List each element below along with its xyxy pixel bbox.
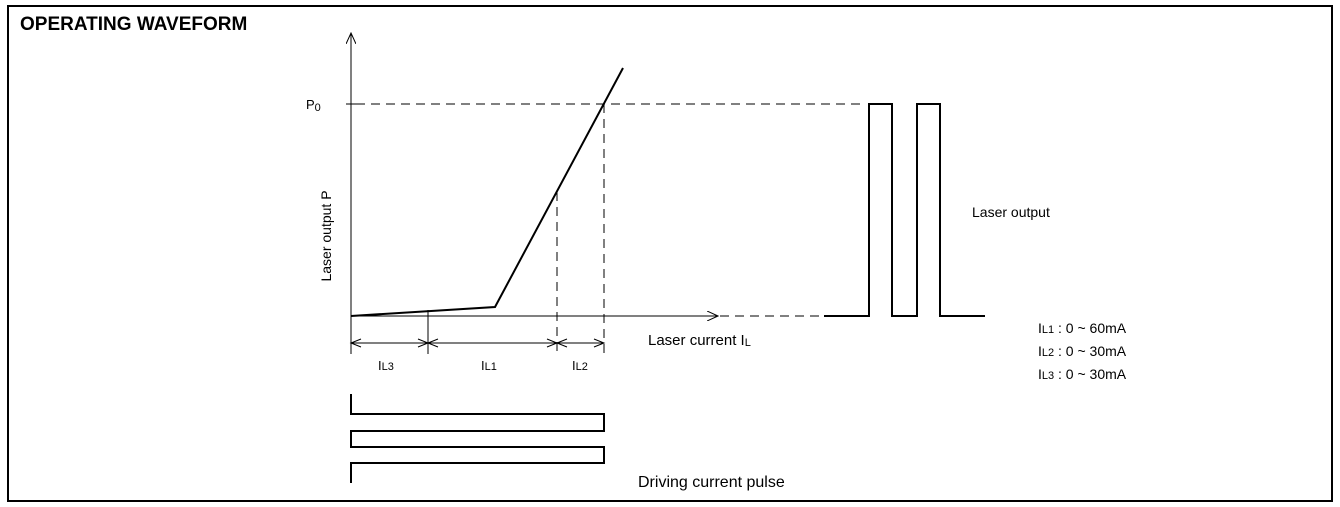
range-il1: IL1 : 0 ~ 60mA <box>1038 320 1127 336</box>
diagram-title: OPERATING WAVEFORM <box>20 14 248 35</box>
range-il2: IL2 : 0 ~ 30mA <box>1038 343 1127 359</box>
il3-dimension <box>349 338 430 348</box>
laser-output-label: Laser output <box>972 204 1050 220</box>
il2-label: IL2 <box>572 358 588 373</box>
range-il3: IL3 : 0 ~ 30mA <box>1038 366 1127 382</box>
il1-label: IL1 <box>481 358 497 373</box>
il3-label: IL3 <box>378 358 394 373</box>
p0-label: P0 <box>306 97 321 114</box>
x-axis-label: Laser current IL <box>648 332 751 349</box>
diagram-frame <box>7 5 1333 502</box>
driving-current-pulse-waveform <box>350 394 605 483</box>
il2-dimension <box>555 338 606 348</box>
laser-output-waveform <box>824 103 985 317</box>
driving-current-pulse-label: Driving current pulse <box>638 474 785 491</box>
il1-dimension <box>426 338 559 348</box>
laser-characteristic-curve <box>350 67 624 317</box>
y-axis-label: Laser output P <box>318 190 334 281</box>
